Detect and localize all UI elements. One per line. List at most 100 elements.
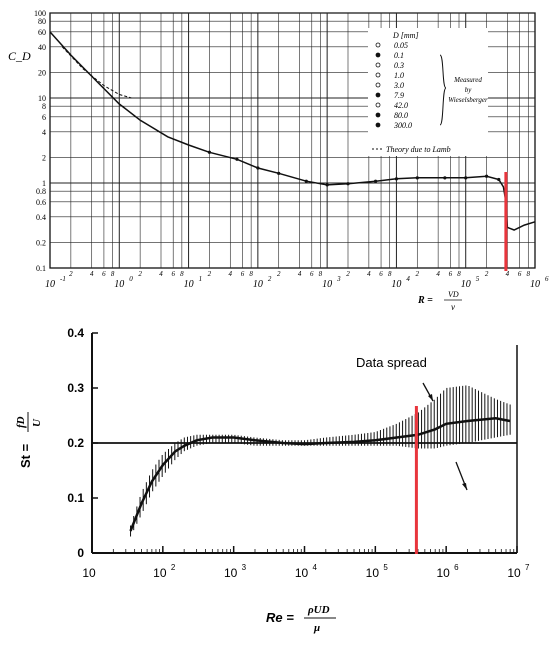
top-x-axis-label-text: R = xyxy=(417,295,433,306)
top-data-point xyxy=(394,177,399,181)
legend-entry-label: 0.3 xyxy=(394,61,404,70)
top-x-tick-labels: 10 -12 4 6 810 02 4 6 810 12 4 6 810 22 4 6 810 32 4 6 810 42… xyxy=(45,270,549,290)
top-x-minor-label: 6 xyxy=(171,270,175,278)
top-x-minor-label: 4 xyxy=(436,270,440,278)
top-y-tick-label: 0.1 xyxy=(36,264,46,273)
top-x-minor-label: 4 xyxy=(90,270,94,278)
legend-entry-label: 7.9 xyxy=(394,91,404,100)
bottom-x-tick-exponent: 2 xyxy=(171,563,176,572)
top-x-decade-label: 10 xyxy=(253,279,263,290)
legend-group-label-3: Wieselsberger xyxy=(448,96,488,104)
legend-entry-label: 300.0 xyxy=(393,121,412,130)
top-x-minor-label: 2 xyxy=(208,270,212,278)
bottom-x-tick-exponent: 5 xyxy=(383,563,388,572)
bottom-y-tick-label: 0.3 xyxy=(67,381,84,395)
bottom-x-tick-label: 10 xyxy=(224,566,238,580)
top-x-minor-label: 6 xyxy=(310,270,314,278)
top-x-minor-label: 8 xyxy=(457,270,461,278)
top-legend: D [mm] 0.050.10.31.03.07.942.080.0300.0 … xyxy=(368,28,488,156)
st-den: U xyxy=(31,418,43,427)
top-y-tick-label: 0.4 xyxy=(36,213,46,222)
legend-group-label-2: by xyxy=(465,86,473,94)
top-x-minor-label: 8 xyxy=(319,270,323,278)
top-x-minor-label: 2 xyxy=(69,270,73,278)
top-data-point xyxy=(256,166,260,170)
top-y-tick-label: 10 xyxy=(38,94,46,103)
bottom-y-tick-labels: 0 0.1 0.2 0.3 0.4 xyxy=(67,326,84,560)
legend-marker xyxy=(375,82,381,88)
top-x-minor-label: 2 xyxy=(416,270,420,278)
top-x-minor-label: 4 xyxy=(229,270,233,278)
legend-entry-label: 1.0 xyxy=(394,71,404,80)
top-x-minor-label: 2 xyxy=(138,270,142,278)
legend-brace xyxy=(439,54,447,126)
top-data-point xyxy=(325,183,329,187)
top-data-point xyxy=(415,176,419,180)
top-y-tick-label: 1 xyxy=(42,179,46,188)
top-x-decade-exponent: 2 xyxy=(268,275,272,283)
top-x-minor-label: 8 xyxy=(388,270,392,278)
top-x-decade-exponent: 0 xyxy=(129,275,133,283)
bottom-x-tick-label: 10 xyxy=(436,566,450,580)
top-x-decade-label: 10 xyxy=(530,279,540,290)
top-y-tick-label: 60 xyxy=(38,28,46,37)
top-y-tick-label: 4 xyxy=(42,128,46,137)
legend-marker xyxy=(375,62,381,68)
top-y-tick-label: 6 xyxy=(42,113,46,122)
top-y-tick-label: 8 xyxy=(42,102,46,111)
top-x-decade-label: 10 xyxy=(461,279,471,290)
top-x-decade-label: 10 xyxy=(45,279,55,290)
top-x-axis-label: R = VD ν xyxy=(417,290,462,312)
bottom-x-tick-label: 10 xyxy=(366,566,380,580)
top-data-point xyxy=(207,150,212,154)
bottom-x-tick-labels: 10 10 2 10 3 10 4 10 5 10 6 10 7 xyxy=(82,563,530,580)
data-spread-bars xyxy=(130,385,511,537)
legend-entry-label: 80.0 xyxy=(394,111,408,120)
top-y-tick-label: 40 xyxy=(38,43,46,52)
top-x-minor-label: 6 xyxy=(379,270,383,278)
legend-entry-label: 42.0 xyxy=(394,101,408,110)
legend-entry-label: 0.05 xyxy=(394,41,408,50)
top-data-point xyxy=(497,177,501,182)
top-series-theory xyxy=(61,46,132,99)
top-y-tick-label: 0.2 xyxy=(36,238,46,247)
top-x-minor-label: 8 xyxy=(111,270,115,278)
top-x-minor-label: 2 xyxy=(277,270,281,278)
bottom-x-tick-label: 10 xyxy=(295,566,309,580)
bottom-y-tick-label: 0.4 xyxy=(67,326,84,340)
bottom-x-tick-exponent: 7 xyxy=(525,563,530,572)
bottom-x-tick-exponent: 6 xyxy=(454,563,459,572)
top-x-minor-label: 4 xyxy=(506,270,510,278)
legend-marker xyxy=(375,72,381,78)
bottom-series xyxy=(92,417,517,532)
bottom-x-tick-exponent: 3 xyxy=(242,563,247,572)
top-x-decade-label: 10 xyxy=(322,279,332,290)
top-data-point xyxy=(277,171,281,175)
top-x-minor-label: 2 xyxy=(346,270,350,278)
re-num: ρUD xyxy=(307,604,330,616)
top-x-minor-label: 6 xyxy=(102,270,106,278)
top-y-tick-label: 20 xyxy=(38,68,46,77)
legend-entry-label: 3.0 xyxy=(393,81,404,90)
top-x-minor-label: 4 xyxy=(298,270,302,278)
top-y-tick-label: 100 xyxy=(34,9,46,18)
top-data-point xyxy=(346,182,350,186)
bottom-y-axis-label: St = fD U xyxy=(15,412,43,468)
top-x-decade-exponent: 3 xyxy=(336,275,341,283)
bottom-x-tick-label: 10 xyxy=(82,566,96,580)
legend-marker xyxy=(375,102,381,108)
top-x-decade-exponent: 4 xyxy=(406,275,410,283)
top-x-axis-label-den: ν xyxy=(451,302,455,312)
bottom-x-tick-label: 10 xyxy=(507,566,521,580)
top-x-decade-exponent: 1 xyxy=(199,275,203,283)
top-data-point xyxy=(464,176,468,180)
legend-group-label-1: Measured xyxy=(453,76,482,84)
top-x-minor-label: 8 xyxy=(249,270,253,278)
bottom-series-mean xyxy=(129,417,511,532)
bottom-y-tick-label: 0.2 xyxy=(67,436,84,450)
top-x-decade-label: 10 xyxy=(114,279,124,290)
